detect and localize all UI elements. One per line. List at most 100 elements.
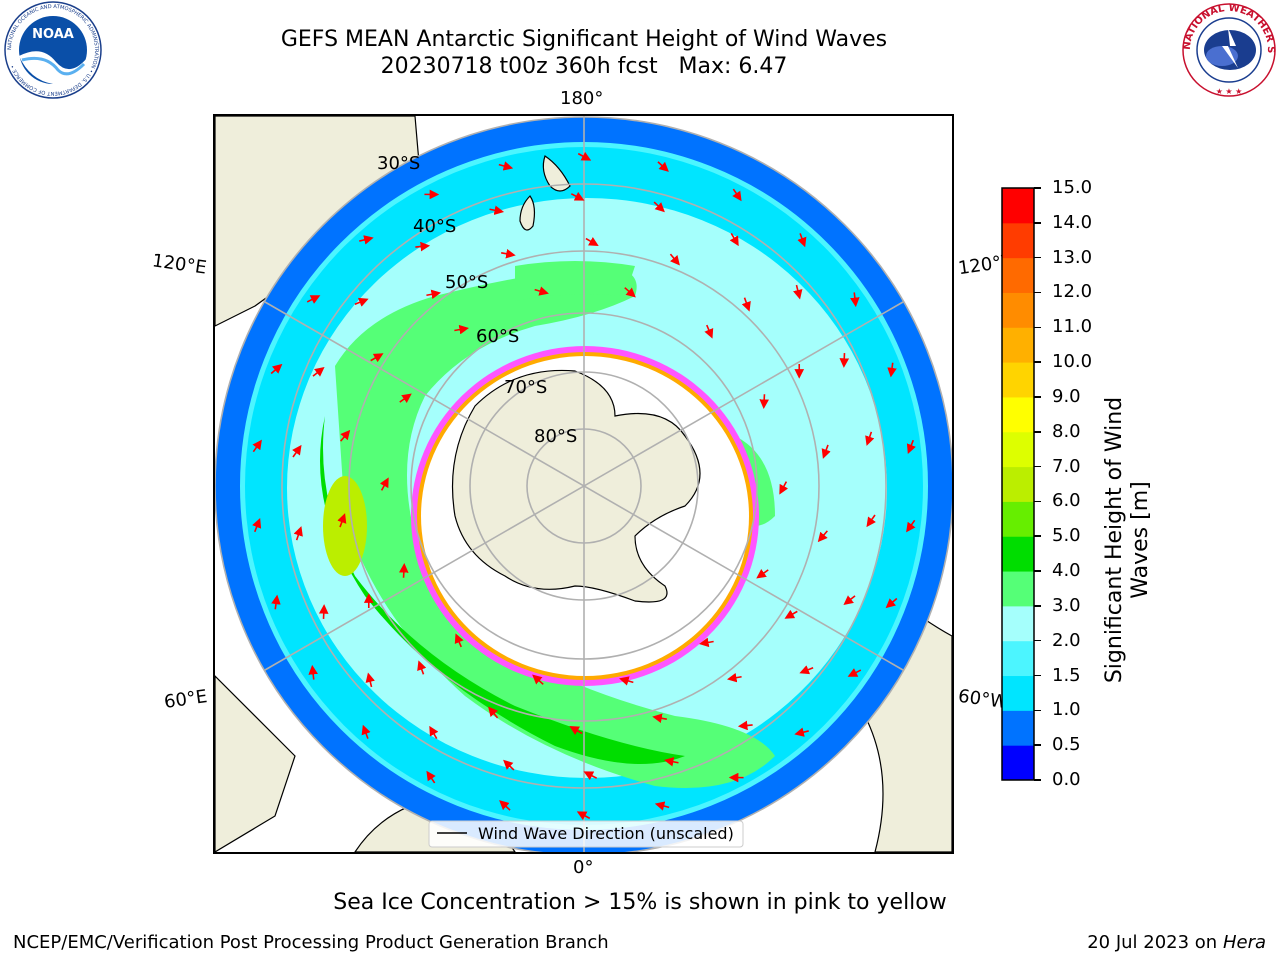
map-subtitle: 20230718 t00z 360h fcst Max: 6.47 [380,54,788,79]
colorbar-segment [1002,745,1034,781]
colorbar-tick-mark [1034,256,1041,259]
colorbar-tick-mark [1034,361,1041,363]
wind-arrow [756,568,769,579]
wind-arrow [779,481,789,495]
wind-arrow [654,801,670,811]
colorbar-tick-mark [1034,709,1041,712]
wind-arrow [850,292,860,308]
wind-arrow [426,289,442,300]
colorbar-segment [1002,571,1034,607]
lat-label-80s: 80°S [534,426,577,447]
colorbar-tick-label: 9.0 [1052,385,1081,407]
wind-arrow [704,324,714,339]
colorbar-segment [1002,257,1034,293]
wind-arrow [657,161,669,172]
colorbar-tick-label: 0.0 [1052,769,1081,790]
wind-arrow [308,664,318,680]
colorbar-segment [1002,675,1034,711]
footer-date: 20 Jul 2023 on Hera [1087,932,1266,953]
colorbar-tick-mark [1034,222,1041,224]
wind-arrow [488,706,499,719]
wind-arrow [797,233,807,248]
lon-label-0: 0° [573,857,594,878]
wind-arrow [270,363,283,375]
colorbar-segment [1002,362,1034,398]
wind-arrow [821,444,831,459]
wind-arrow [399,562,409,578]
colorbar-tick-label: 14.0 [1052,211,1093,233]
colorbar-tick-mark [1034,396,1041,398]
colorbar-tick-label: 8.0 [1052,420,1081,442]
colorbar-tick-label: 10.0 [1052,351,1093,373]
wind-direction-arrows [252,151,916,821]
wind-arrow [784,609,798,619]
map-panel: 30°S 40°S 50°S 60°S 70°S 80°S Wind Wave … [213,114,954,854]
wind-arrow [583,771,598,781]
colorbar-segment [1002,710,1034,746]
wind-arrow [793,284,803,300]
wind-arrow [501,249,516,259]
colorbar-tick-label: 12.0 [1052,281,1093,303]
colorbar-tick-mark [1034,744,1041,746]
wind-arrow [293,526,303,541]
colorbar-segment [1002,222,1034,259]
lat-label-70s: 70°S [504,377,547,398]
colorbar-segment [1002,466,1034,502]
wind-arrow [292,444,302,458]
wind-arrow [306,295,321,304]
wind-arrow [271,594,281,610]
svg-text:★ ★ ★: ★ ★ ★ [1216,87,1243,96]
wind-arrow [532,674,544,685]
colorbar-segment [1002,431,1034,468]
new-zealand-land [519,155,571,231]
colorbar-tick-label: 3.0 [1052,594,1081,616]
wind-arrow [866,514,876,528]
wind-arrow [729,232,739,247]
wind-arrow [794,727,809,737]
wind-arrow [379,477,389,491]
colorbar-segment [1002,501,1034,537]
wind-arrow [489,205,505,215]
colorbar-tick-mark [1034,431,1041,433]
wind-arrow [503,759,515,771]
colorbar-tick-label: 7.0 [1052,455,1081,477]
wind-arrow [887,362,897,378]
colorbar-segment [1002,292,1034,328]
colorbar-tick-label: 13.0 [1052,246,1093,268]
lat-label-40s: 40°S [413,216,456,237]
wind-arrow [498,161,514,171]
wind-arrow [741,297,751,312]
wind-arrow [337,513,347,528]
wind-arrow [652,713,667,723]
colorbar-tick-mark [1034,570,1041,572]
wind-arrow [570,191,585,201]
wind-arrow [653,201,665,213]
wind-arrow [454,324,469,335]
lon-label-120e: 120°E [150,250,208,279]
colorbar-segment [1002,188,1034,224]
wind-arrow [499,800,511,811]
wind-arrow [576,811,591,821]
legend-label: Wind Wave Direction (unscaled) [478,824,734,843]
wind-arrow [799,665,814,675]
wind-arrow [340,429,351,442]
noaa-logo: NOAA NATIONAL OCEANIC AND ATMOSPHERIC AD… [4,1,102,99]
colorbar-tick-mark [1034,605,1041,607]
wind-arrow [577,151,592,161]
polar-map: 30°S 40°S 50°S 60°S 70°S 80°S Wind Wave … [215,116,952,852]
wind-arrow [359,235,374,245]
colorbar-tick-mark [1034,465,1041,468]
wind-arrow [354,297,369,307]
wind-arrow [534,286,549,296]
colorbar-tick-mark [1034,291,1041,294]
lon-label-60e: 60°E [162,686,209,713]
wind-arrow [252,518,262,533]
wind-arrow [569,726,583,735]
footer-credit: NCEP/EMC/Verification Post Processing Pr… [13,932,609,953]
wind-arrow [759,394,769,410]
colorbar-tick-mark [1034,326,1041,329]
wind-arrow [370,353,384,363]
graticule [215,116,952,852]
nws-logo: NATIONAL WEATHER SERVICE ★ ★ ★ [1178,0,1276,97]
colorbar-label: Significant Height of Wind Waves [m] [1102,396,1153,684]
